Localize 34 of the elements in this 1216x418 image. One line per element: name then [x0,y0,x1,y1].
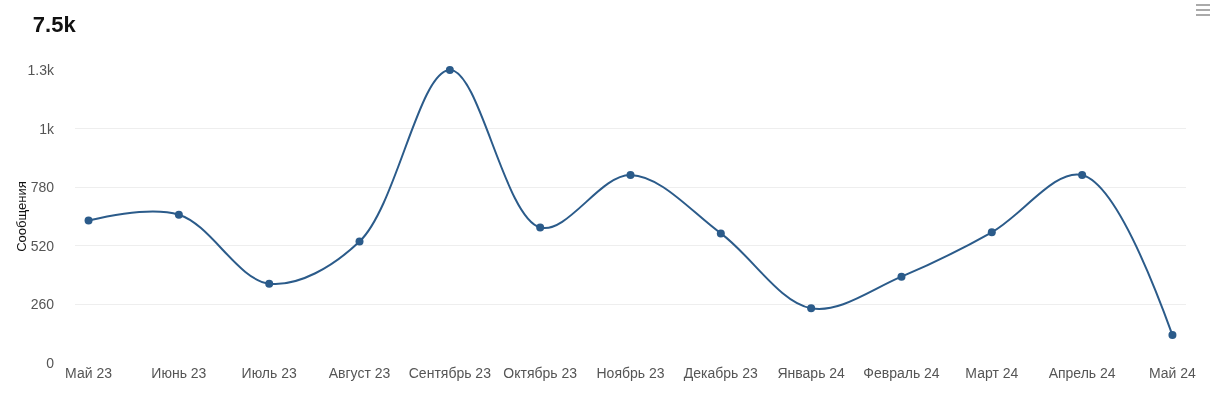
x-tick-label: Июль 23 [241,365,297,381]
x-tick-label: Март 24 [965,365,1019,381]
y-axis-title: Сообщения [13,181,29,252]
point [445,66,454,74]
point [174,210,183,219]
point [716,229,725,238]
y-tick-label: 260 [30,296,55,313]
x-tick-label: Сентябрь 23 [408,365,492,381]
x-tick-label: Февраль 24 [863,365,940,381]
point [626,171,635,180]
y-tick-label: 0 [46,354,55,371]
x-tick-label: Май 24 [1149,365,1197,381]
y-tick-label: 780 [30,179,55,196]
point [807,304,816,313]
y-tick-label: 520 [30,237,55,254]
point [897,272,906,281]
y-tick-label: 1.3k [27,61,55,78]
x-tick-label: Август 23 [328,365,391,381]
point [355,237,364,246]
x-tick-label: Ноябрь 23 [596,365,665,381]
x-tick-label: Июнь 23 [151,365,207,381]
point [1078,171,1087,180]
point [265,279,274,288]
point [987,228,996,237]
x-tick-label: Май 23 [65,365,113,381]
x-tick-label: Апрель 24 [1048,365,1116,381]
chart-title: 7.5k [32,12,77,38]
point [84,216,93,225]
point [1168,331,1177,340]
x-tick-label: Январь 24 [777,365,846,381]
point [536,223,545,232]
x-tick-label: Октябрь 23 [503,365,578,381]
x-tick-label: Декабрь 23 [683,365,759,381]
y-tick-label: 1k [39,120,55,137]
